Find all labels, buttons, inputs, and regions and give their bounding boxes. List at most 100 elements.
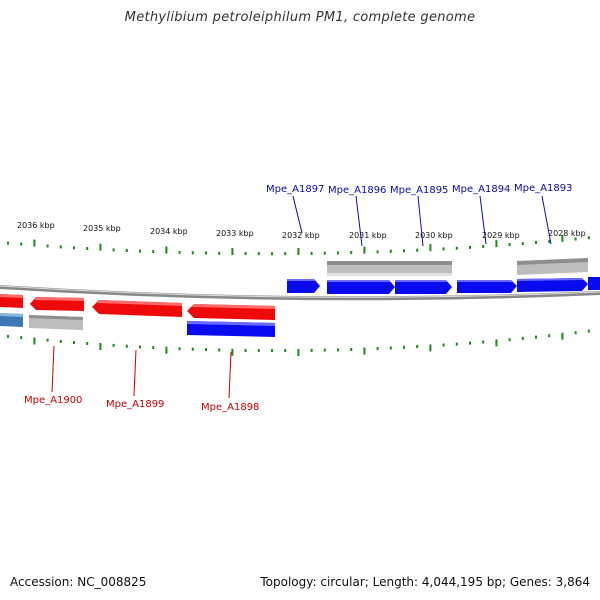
- minor-tick: [469, 245, 471, 249]
- gene-label[interactable]: Mpe_A1896: [328, 185, 386, 196]
- minor-tick: [218, 348, 221, 352]
- feature-other-reverse[interactable]: [0, 313, 23, 327]
- ruler-label: 2031 kbp: [349, 231, 387, 240]
- gene-arrow-reverse[interactable]: [92, 300, 182, 317]
- major-tick: [297, 349, 300, 356]
- minor-tick: [574, 331, 577, 335]
- minor-tick: [416, 248, 419, 252]
- major-tick: [231, 248, 234, 255]
- gene-arrow-forward[interactable]: [457, 280, 517, 293]
- major-tick: [429, 344, 432, 352]
- top-tick-track: [7, 234, 590, 256]
- gene-arrow-reverse[interactable]: [0, 294, 23, 308]
- minor-tick: [535, 335, 537, 339]
- minor-tick: [139, 345, 141, 349]
- minor-tick: [376, 250, 379, 254]
- feature-other[interactable]: [517, 258, 588, 275]
- minor-tick: [152, 346, 155, 350]
- minor-tick: [310, 348, 313, 352]
- minor-tick: [7, 334, 9, 338]
- minor-tick: [152, 250, 155, 254]
- minor-tick: [73, 341, 75, 344]
- minor-tick: [7, 241, 9, 245]
- minor-tick: [442, 343, 445, 347]
- minor-tick: [403, 249, 405, 253]
- forward-gene-labels: Mpe_A1897 Mpe_A1896 Mpe_A1895 Mpe_A1894 …: [266, 183, 572, 196]
- major-tick: [561, 332, 564, 340]
- minor-tick: [139, 249, 141, 253]
- minor-tick: [191, 251, 194, 255]
- minor-tick: [112, 248, 115, 252]
- reverse-strand-features: [0, 294, 275, 337]
- genome-title: Methylibium petroleiphilum PM1, complete…: [124, 10, 476, 25]
- minor-tick: [587, 236, 590, 240]
- gene-label[interactable]: Mpe_A1895: [390, 185, 448, 196]
- minor-tick: [112, 343, 115, 347]
- minor-tick: [323, 348, 326, 352]
- minor-tick: [73, 246, 75, 250]
- major-tick: [495, 240, 498, 248]
- minor-tick: [455, 342, 458, 346]
- minor-tick: [389, 249, 392, 253]
- minor-tick: [20, 242, 23, 246]
- accession-text: Accession: NC_008825: [10, 575, 147, 589]
- gene-label[interactable]: Mpe_A1894: [452, 184, 510, 195]
- gene-arrow-forward[interactable]: [588, 277, 600, 290]
- gene-arrow-reverse[interactable]: [187, 304, 275, 320]
- minor-tick: [455, 246, 458, 250]
- gene-label[interactable]: Mpe_A1899: [106, 399, 164, 410]
- ruler-label: 2033 kbp: [216, 229, 254, 238]
- minor-tick: [125, 249, 128, 252]
- major-tick: [561, 234, 564, 242]
- minor-tick: [46, 244, 49, 248]
- minor-tick: [244, 252, 247, 256]
- gene-label[interactable]: Mpe_A1897: [266, 184, 324, 195]
- major-tick: [495, 339, 498, 347]
- topology-text: Topology: circular; Length: 4,044,195 bp…: [260, 575, 590, 589]
- minor-tick: [508, 243, 511, 247]
- minor-tick: [482, 245, 485, 248]
- minor-tick: [482, 340, 485, 344]
- bottom-tick-track: [7, 329, 590, 356]
- major-tick: [33, 239, 36, 247]
- minor-tick: [350, 251, 353, 255]
- gene-arrow-forward[interactable]: [395, 280, 452, 294]
- minor-tick: [403, 345, 405, 349]
- ruler-label: 2029 kbp: [482, 231, 520, 240]
- forward-label-leaders: [292, 195, 552, 247]
- minor-tick: [191, 347, 194, 351]
- gene-label[interactable]: Mpe_A1900: [24, 395, 82, 406]
- major-tick: [99, 343, 102, 350]
- minor-tick: [548, 239, 551, 243]
- gene-label[interactable]: Mpe_A1898: [201, 402, 259, 413]
- minor-tick: [310, 251, 313, 255]
- minor-tick: [469, 341, 471, 345]
- minor-tick: [442, 247, 445, 251]
- reverse-label-leaders: [51, 345, 232, 399]
- ruler-label: 2036 kbp: [17, 221, 55, 230]
- major-tick: [297, 248, 300, 255]
- minor-tick: [587, 329, 590, 333]
- minor-tick: [548, 334, 551, 338]
- feature-other-reverse[interactable]: [29, 315, 83, 330]
- major-tick: [33, 337, 36, 345]
- minor-tick: [86, 342, 89, 345]
- ruler-label: 2028 kbp: [548, 229, 586, 238]
- gene-arrow-reverse[interactable]: [187, 321, 275, 337]
- gene-arrow-forward[interactable]: [517, 278, 588, 292]
- minor-tick: [521, 336, 524, 340]
- minor-tick: [284, 252, 287, 256]
- minor-tick: [271, 349, 273, 353]
- gene-arrow-forward[interactable]: [327, 280, 395, 294]
- forward-strand-features: [287, 258, 600, 294]
- minor-tick: [59, 245, 62, 249]
- gene-label[interactable]: Mpe_A1893: [514, 183, 572, 194]
- gene-arrow-forward[interactable]: [287, 279, 320, 293]
- major-tick: [165, 246, 168, 254]
- major-tick: [429, 244, 432, 252]
- gene-arrow-reverse[interactable]: [30, 297, 84, 311]
- feature-other[interactable]: [327, 261, 452, 276]
- major-tick: [99, 243, 102, 251]
- major-tick: [363, 347, 366, 355]
